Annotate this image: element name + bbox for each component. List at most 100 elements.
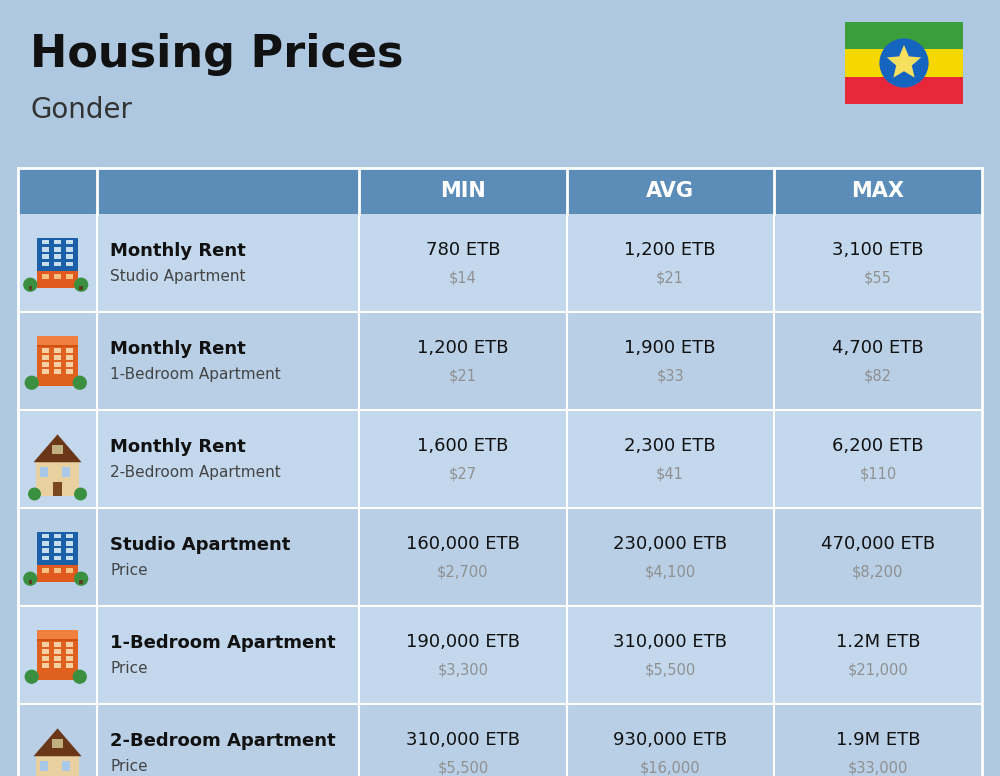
Text: 230,000 ETB: 230,000 ETB bbox=[613, 535, 727, 553]
Text: $4,100: $4,100 bbox=[645, 564, 696, 579]
Bar bbox=[37, 639, 78, 641]
Text: $14: $14 bbox=[449, 270, 477, 286]
Bar bbox=[66, 567, 73, 573]
Bar bbox=[54, 663, 61, 668]
Bar bbox=[42, 255, 49, 259]
Text: $8,200: $8,200 bbox=[852, 564, 904, 579]
Bar bbox=[66, 274, 73, 279]
Polygon shape bbox=[51, 437, 64, 445]
Text: $33: $33 bbox=[656, 368, 684, 383]
Bar bbox=[845, 77, 963, 104]
Bar bbox=[42, 549, 49, 553]
Text: Price: Price bbox=[110, 563, 148, 578]
Text: Studio Apartment: Studio Apartment bbox=[110, 269, 246, 284]
Polygon shape bbox=[34, 729, 82, 757]
Text: 1,900 ETB: 1,900 ETB bbox=[624, 339, 716, 357]
Text: 1-Bedroom Apartment: 1-Bedroom Apartment bbox=[110, 634, 336, 653]
Text: Price: Price bbox=[110, 759, 148, 774]
Bar bbox=[66, 541, 73, 546]
Bar bbox=[37, 565, 78, 582]
Circle shape bbox=[25, 376, 39, 390]
Bar bbox=[37, 237, 78, 271]
Text: 470,000 ETB: 470,000 ETB bbox=[821, 535, 935, 553]
Bar bbox=[54, 274, 61, 279]
Text: MAX: MAX bbox=[851, 181, 904, 201]
Bar bbox=[42, 656, 49, 661]
Bar bbox=[36, 462, 79, 496]
Text: $33,000: $33,000 bbox=[848, 760, 908, 775]
Bar bbox=[62, 761, 70, 771]
Bar bbox=[40, 761, 48, 771]
Text: $16,000: $16,000 bbox=[640, 760, 700, 775]
Bar bbox=[37, 629, 78, 639]
Bar bbox=[42, 567, 49, 573]
Bar bbox=[42, 556, 49, 560]
Bar bbox=[54, 541, 61, 546]
Bar bbox=[54, 549, 61, 553]
Circle shape bbox=[879, 38, 929, 88]
Bar bbox=[66, 355, 73, 360]
Text: 2-Bedroom Apartment: 2-Bedroom Apartment bbox=[110, 466, 281, 480]
Text: MIN: MIN bbox=[440, 181, 486, 201]
Polygon shape bbox=[51, 731, 64, 739]
Bar bbox=[66, 663, 73, 668]
Text: $2,700: $2,700 bbox=[437, 564, 489, 579]
Text: 190,000 ETB: 190,000 ETB bbox=[406, 633, 520, 651]
Bar bbox=[18, 606, 982, 704]
Bar bbox=[79, 580, 83, 584]
Text: Price: Price bbox=[110, 661, 148, 676]
Text: 3,100 ETB: 3,100 ETB bbox=[832, 241, 924, 259]
Text: 780 ETB: 780 ETB bbox=[426, 241, 500, 259]
Bar bbox=[66, 549, 73, 553]
Circle shape bbox=[25, 670, 39, 684]
Text: $21,000: $21,000 bbox=[848, 662, 908, 677]
Text: Monthly Rent: Monthly Rent bbox=[110, 438, 246, 456]
Bar bbox=[66, 255, 73, 259]
Bar bbox=[37, 532, 78, 565]
Bar bbox=[53, 483, 62, 496]
Bar bbox=[18, 214, 982, 312]
Bar bbox=[37, 629, 78, 681]
Bar bbox=[18, 704, 982, 776]
Text: 6,200 ETB: 6,200 ETB bbox=[832, 437, 924, 456]
Text: 2-Bedroom Apartment: 2-Bedroom Apartment bbox=[110, 733, 336, 750]
Bar bbox=[37, 345, 78, 348]
Text: $82: $82 bbox=[864, 368, 892, 383]
Bar bbox=[66, 262, 73, 266]
Bar bbox=[66, 556, 73, 560]
Bar bbox=[42, 643, 49, 647]
Text: $27: $27 bbox=[449, 466, 477, 481]
Bar bbox=[54, 247, 61, 251]
Bar bbox=[42, 362, 49, 367]
Bar bbox=[42, 240, 49, 244]
Bar bbox=[845, 22, 963, 50]
Text: 1,600 ETB: 1,600 ETB bbox=[417, 437, 509, 456]
Bar bbox=[54, 255, 61, 259]
Bar bbox=[54, 534, 61, 539]
Bar bbox=[54, 556, 61, 560]
Bar bbox=[42, 247, 49, 251]
Circle shape bbox=[74, 278, 88, 292]
Bar bbox=[54, 643, 61, 647]
Circle shape bbox=[73, 670, 87, 684]
Text: 4,700 ETB: 4,700 ETB bbox=[832, 339, 924, 357]
Text: 160,000 ETB: 160,000 ETB bbox=[406, 535, 520, 553]
Bar bbox=[42, 534, 49, 539]
Text: $5,500: $5,500 bbox=[645, 662, 696, 677]
Bar bbox=[66, 247, 73, 251]
Bar bbox=[36, 757, 79, 776]
Bar bbox=[54, 362, 61, 367]
Bar bbox=[18, 312, 982, 410]
Text: 1-Bedroom Apartment: 1-Bedroom Apartment bbox=[110, 367, 281, 383]
Wedge shape bbox=[53, 483, 62, 487]
Bar bbox=[52, 445, 63, 454]
Text: 1,200 ETB: 1,200 ETB bbox=[417, 339, 509, 357]
Text: 310,000 ETB: 310,000 ETB bbox=[406, 731, 520, 750]
Bar bbox=[54, 650, 61, 654]
Bar bbox=[42, 541, 49, 546]
Circle shape bbox=[74, 572, 88, 586]
Bar bbox=[54, 369, 61, 374]
Bar bbox=[42, 274, 49, 279]
Polygon shape bbox=[34, 435, 82, 462]
Bar bbox=[79, 286, 83, 289]
